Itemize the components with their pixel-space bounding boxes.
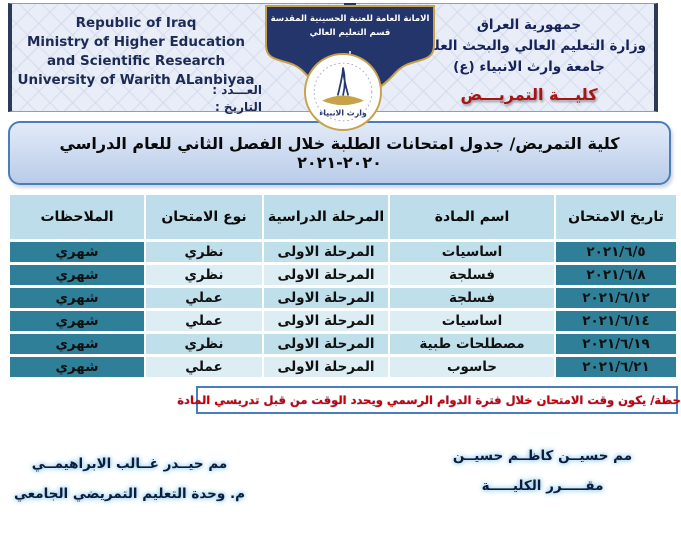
signature-left-title: م. وحدة التعليم التمريضي الجامعي (14, 486, 245, 502)
signature-left-name: مم حيــدر غــالب الابراهيمــي (31, 456, 228, 472)
college-name: كليـــة التمريـــض (460, 84, 598, 104)
cell-notes: شهري (10, 265, 144, 285)
cell-stage: المرحلة الاولى (264, 242, 388, 262)
signature-right-title: مقـــــرر الكليـــــة (481, 478, 604, 494)
logo-text: وارث الانبياء (319, 109, 367, 118)
exam-table-body: ٢٠٢١/٦/٥ اساسيات المرحلة الاولى نظري شهري ٢٠٢… (10, 242, 676, 377)
table-row: ٢٠٢١/٦/١٩ مصطلحات طبية المرحلة الاولى نظري ش… (10, 334, 676, 354)
cell-stage: المرحلة الاولى (264, 334, 388, 354)
cell-date: ٢٠٢١/٦/٨ (556, 265, 676, 285)
document-fields: العـــدد : التاريخ : (162, 82, 262, 117)
english-line-3: and Scientific Research (46, 52, 226, 69)
table-row: ٢٠٢١/٦/١٤ اساسيات المرحلة الاولى عملي شهري (10, 311, 676, 331)
letterhead: Republic of Iraq Ministry of Higher Educ… (8, 3, 658, 131)
signature-right-name: مم حسيــن كاظــم حسيــن (452, 448, 633, 464)
emblem-line-1: الامانة العامة للعتبة الحسينية المقدسة (270, 14, 430, 24)
english-line-2: Ministry of Higher Education (26, 33, 246, 50)
cell-date: ٢٠٢١/٦/١٢ (556, 288, 676, 308)
cell-type: عملي (146, 288, 262, 308)
table-row: ٢٠٢١/٦/٢١ حاسوب المرحلة الاولى عملي شهري (10, 357, 676, 377)
letterhead-emblem-block: الامانة العامة للعتبة الحسينية المقدسة ق… (260, 3, 435, 131)
letterhead-arabic-block: جمهورية العراق وزارة التعليم العالي والب… (404, 4, 654, 111)
col-header-stage: المرحلة الدراسية (264, 195, 388, 239)
emblem-text: الامانة العامة للعتبة الحسينية المقدسة ق… (258, 13, 442, 40)
cell-type: نظري (146, 334, 262, 354)
cell-date: ٢٠٢١/٦/٢١ (556, 357, 676, 377)
date-label: التاريخ : (214, 100, 262, 115)
exam-schedule-table: تاريخ الامتحان اسم المادة المرحلة الدراس… (8, 192, 678, 380)
signature-left: مم حيــدر غــالب الابراهيمــي م. وحدة ال… (12, 456, 247, 502)
col-header-notes: الملاحظات (10, 195, 144, 239)
col-header-exam-date: تاريخ الامتحان (556, 195, 676, 239)
university-logo: وارث الانبياء (304, 53, 382, 131)
cell-subject: اساسيات (390, 242, 554, 262)
footnote-box: ملاحظة/ يكون وقت الامتحان خلال فترة الدو… (177, 386, 681, 414)
cell-subject: حاسوب (390, 357, 554, 377)
cell-notes: شهري (10, 288, 144, 308)
emblem-line-2: قسم التعليم العالي (309, 27, 391, 38)
table-row: ٢٠٢١/٦/١٢ فسلجة المرحلة الاولى عملي شهري (10, 288, 676, 308)
cell-type: عملي (146, 357, 262, 377)
cell-notes: شهري (10, 242, 144, 262)
cell-stage: المرحلة الاولى (264, 288, 388, 308)
cell-notes: شهري (10, 311, 144, 331)
cell-type: نظري (146, 242, 262, 262)
cell-stage: المرحلة الاولى (264, 357, 388, 377)
english-line-1: Republic of Iraq (75, 15, 197, 31)
cell-subject: فسلجة (390, 288, 554, 308)
cell-subject: فسلجة (390, 265, 554, 285)
cell-type: نظري (146, 265, 262, 285)
cell-date: ٢٠٢١/٦/١٩ (556, 334, 676, 354)
cell-type: عملي (146, 311, 262, 331)
arabic-line-2: وزارة التعليم العالي والبحث العلمي (411, 37, 647, 54)
letterhead-english-block: Republic of Iraq Ministry of Higher Educ… (12, 4, 262, 114)
university-logo-icon: وارث الانبياء (313, 62, 373, 122)
cell-stage: المرحلة الاولى (264, 311, 388, 331)
cell-date: ٢٠٢١/٦/١٤ (556, 311, 676, 331)
arabic-line-1: جمهورية العراق (476, 17, 582, 33)
cell-notes: شهري (10, 357, 144, 377)
english-line-4: University of Warith ALanbiyaa (17, 71, 255, 88)
shrine-emblem: الامانة العامة للعتبة الحسينية المقدسة ق… (258, 3, 442, 131)
cell-stage: المرحلة الاولى (264, 265, 388, 285)
cell-subject: مصطلحات طبية (390, 334, 554, 354)
table-header-row: تاريخ الامتحان اسم المادة المرحلة الدراس… (10, 195, 676, 239)
arabic-line-3: جامعة وارث الانبياء (ع) (453, 58, 605, 75)
col-header-subject: اسم المادة (390, 195, 554, 239)
cell-date: ٢٠٢١/٦/٥ (556, 242, 676, 262)
signature-right: مم حسيــن كاظــم حسيــن مقـــــرر الكليـ… (420, 448, 665, 494)
number-label: العـــدد : (212, 83, 262, 97)
table-row: ٢٠٢١/٦/٨ فسلجة المرحلة الاولى نظري شهري (10, 265, 676, 285)
cell-notes: شهري (10, 334, 144, 354)
cell-subject: اساسيات (390, 311, 554, 331)
col-header-exam-type: نوع الامتحان (146, 195, 262, 239)
table-row: ٢٠٢١/٦/٥ اساسيات المرحلة الاولى نظري شهري (10, 242, 676, 262)
